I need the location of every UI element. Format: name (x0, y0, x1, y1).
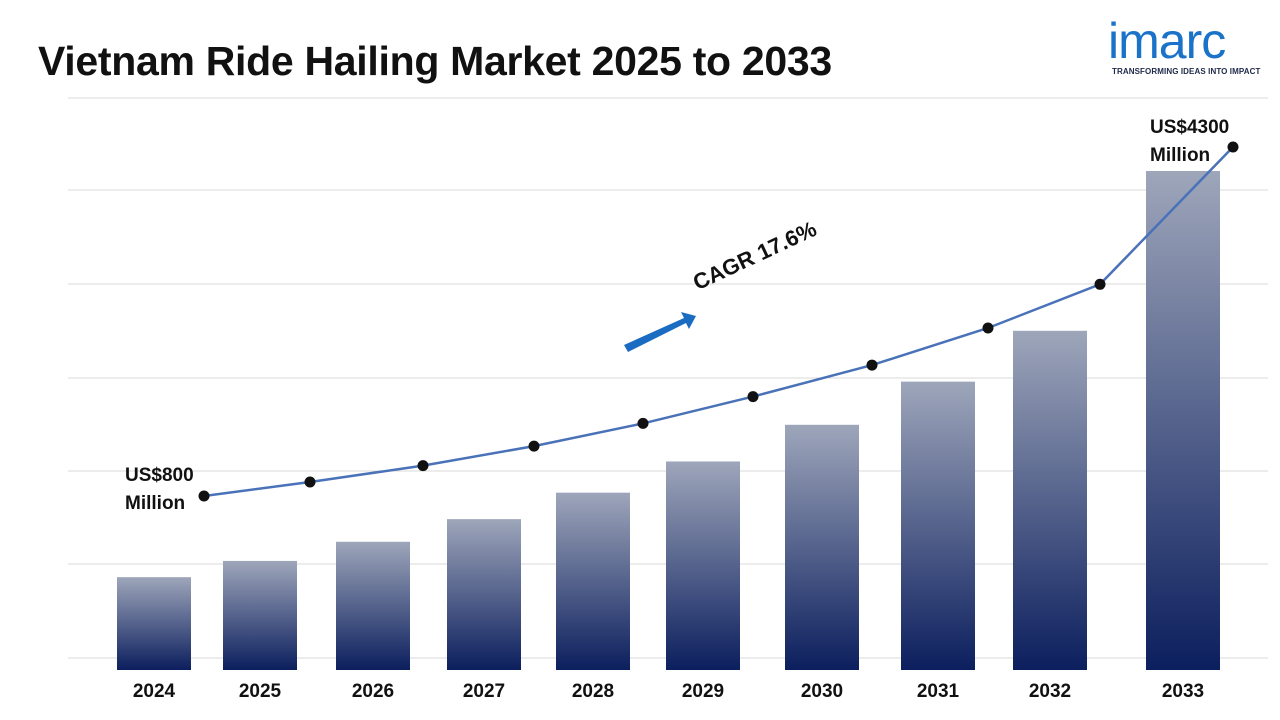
x-tick-label: 2025 (239, 681, 282, 702)
x-tick-label: 2028 (572, 681, 614, 702)
trend-marker (866, 359, 878, 371)
chart-title: Vietnam Ride Hailing Market 2025 to 2033 (38, 38, 832, 84)
trend-marker (1094, 278, 1106, 290)
trend-line (203, 146, 1234, 498)
end-value-label: US$4300 Million (1150, 114, 1229, 170)
trend-marker (528, 440, 540, 452)
start-value-unit: Million (125, 493, 186, 514)
x-tick-label: 2026 (352, 681, 394, 702)
bar (447, 519, 521, 670)
trend-markers (198, 141, 1239, 502)
trend-marker (417, 460, 429, 472)
bar (901, 381, 975, 670)
start-value-label: US$800 Million (125, 462, 194, 518)
trend-marker (747, 391, 759, 403)
logo-tagline: TRANSFORMING IDEAS INTO IMPACT (1112, 67, 1261, 76)
x-tick-label: 2030 (801, 681, 843, 702)
x-tick-label: 2032 (1029, 681, 1071, 702)
imarc-logo: imarc TRANSFORMING IDEAS INTO IMPACT (1108, 8, 1273, 80)
end-value-unit: Million (1150, 145, 1211, 166)
x-tick-label: 2031 (917, 681, 960, 702)
logo-wordmark: imarc (1108, 13, 1226, 69)
cagr-arrow (624, 312, 696, 352)
bar (666, 461, 740, 670)
x-tick-label: 2027 (463, 681, 505, 702)
end-value-amount: US$4300 (1150, 117, 1230, 138)
bars (117, 171, 1220, 670)
start-value-amount: US$800 (125, 465, 194, 486)
x-tick-label: 2029 (682, 681, 724, 702)
bar (117, 577, 191, 670)
bar (785, 424, 859, 670)
x-tick-label: 2024 (133, 681, 176, 702)
bar (1146, 171, 1220, 670)
bar (1013, 330, 1087, 670)
trend-marker (304, 476, 316, 488)
bar (223, 560, 297, 670)
trend-marker (198, 490, 210, 502)
x-axis-ticks: 2024 2025 2026 2027 2028 2029 2030 2031 2032 2033 (133, 681, 1204, 702)
trend-marker (1227, 141, 1239, 153)
trend-line-path (203, 146, 1234, 498)
cagr-arrow-group (624, 312, 696, 352)
bar (556, 492, 630, 670)
trend-marker (982, 322, 994, 334)
x-tick-label: 2033 (1162, 681, 1204, 702)
bar (336, 541, 410, 670)
trend-marker (637, 417, 649, 429)
